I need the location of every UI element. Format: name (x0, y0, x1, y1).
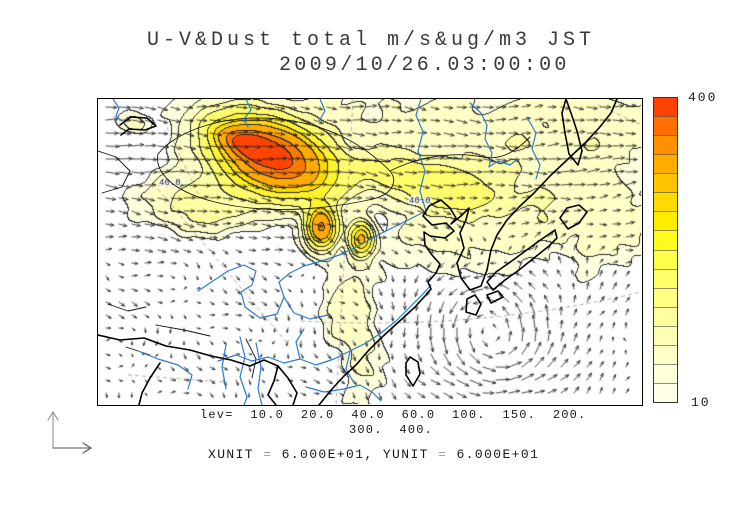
colorbar-segment (654, 116, 677, 136)
colorbar-segment (654, 211, 677, 231)
colorbar-segment (654, 344, 677, 364)
colorbar-segment (654, 192, 677, 212)
colorbar-min-label: 10 (691, 395, 711, 410)
colorbar (653, 97, 678, 403)
colorbar-segment (654, 268, 677, 288)
equals-sign: = (438, 447, 448, 462)
page-title: U-V&Dust total m/s&ug/m3 JST (147, 29, 596, 52)
yunit-value: 6.000E+01 (447, 447, 540, 462)
xunit-value: 6.000E+01, (272, 447, 383, 462)
plot-timestamp: 2009/10/26.03:00:00 (279, 54, 570, 77)
contour-levels-line2: 300. 400. (349, 423, 434, 437)
colorbar-segment (654, 173, 677, 193)
colorbar-segment (654, 382, 677, 402)
colorbar-segment (654, 230, 677, 250)
colorbar-segment (654, 325, 677, 345)
colorbar-segment (654, 363, 677, 383)
colorbar-segment (654, 154, 677, 174)
map-frame (97, 98, 643, 406)
colorbar-segment (654, 249, 677, 269)
colorbar-max-label: 400 (688, 90, 718, 105)
equals-sign: = (263, 447, 273, 462)
axes-arrows-glyph (47, 410, 93, 454)
units-line: XUNIT = 6.000E+01, YUNIT = 6.000E+01 (208, 447, 539, 462)
dust-wind-map-canvas (98, 99, 642, 405)
colorbar-segment (654, 306, 677, 326)
colorbar-segment (654, 98, 677, 117)
xunit-label: XUNIT (208, 447, 264, 462)
x-axis-arrow-icon (52, 442, 93, 454)
yunit-label: YUNIT (382, 447, 439, 462)
colorbar-segment (654, 287, 677, 307)
contour-levels-line1: lev= 10.0 20.0 40.0 60.0 100. 150. 200. (200, 408, 587, 422)
colorbar-segment (654, 135, 677, 155)
y-axis-arrow-icon (47, 410, 59, 449)
